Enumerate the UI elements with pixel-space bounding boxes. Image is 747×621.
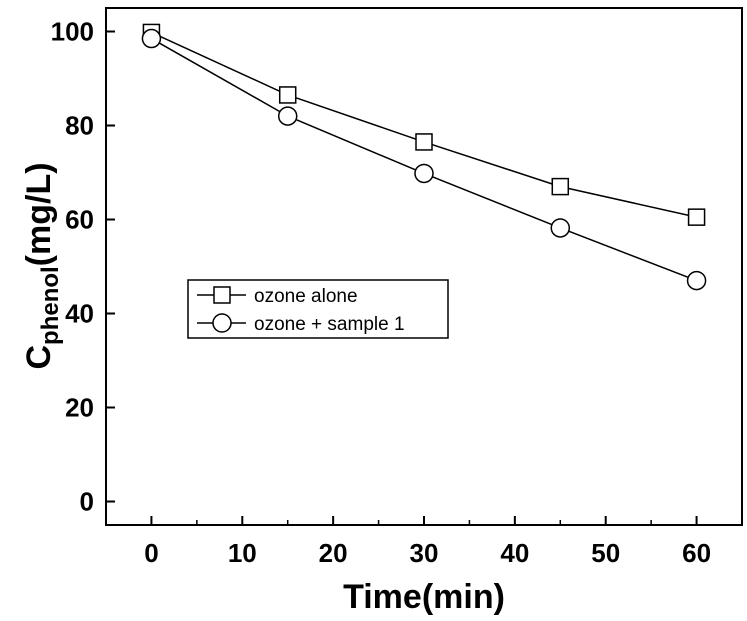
legend-item-ozone-sample-1: ozone + sample 1 xyxy=(197,313,405,335)
x-tick-label: 20 xyxy=(319,538,348,568)
legend-box xyxy=(187,279,449,339)
x-tick-label: 10 xyxy=(228,538,257,568)
series-1 xyxy=(141,28,707,291)
legend-item-ozone-alone: ozone alone xyxy=(197,286,358,307)
y-tick-label: 100 xyxy=(51,17,94,47)
y-axis-title-subscript: phenol xyxy=(37,266,64,345)
data-point-circle xyxy=(141,28,162,49)
series-0 xyxy=(142,23,706,226)
data-point-square xyxy=(551,177,570,196)
legend: ozone alone ozone + sample 1 xyxy=(187,279,449,339)
series-line xyxy=(151,37,697,282)
plot-frame xyxy=(105,7,743,526)
data-point-circle xyxy=(277,106,298,126)
x-axis-ticks: 0 10 20 30 40 50 60 xyxy=(144,516,711,568)
y-tick-label: 40 xyxy=(65,299,94,329)
y-tick-label: 20 xyxy=(65,393,94,423)
x-tick-label: 0 xyxy=(144,538,158,568)
svg-text:Cphenol(mg/L): Cphenol(mg/L) xyxy=(20,162,64,369)
y-tick-label: 0 xyxy=(80,487,94,517)
legend-square-marker-icon xyxy=(213,286,231,304)
data-point-square xyxy=(415,133,433,151)
y-axis-title-unit: (mg/L) xyxy=(20,162,58,266)
x-tick-label: 60 xyxy=(682,538,711,568)
data-point-circle xyxy=(686,270,707,291)
series-line xyxy=(151,31,697,218)
y-tick-label: 60 xyxy=(65,205,94,235)
legend-label: ozone alone xyxy=(254,286,358,307)
x-tick-label: 40 xyxy=(500,538,529,568)
data-point-square xyxy=(278,86,297,104)
y-axis-title-main: C xyxy=(20,345,58,370)
y-axis-title: Cphenol(mg/L) xyxy=(20,162,64,369)
x-axis-title: Time(min) xyxy=(343,578,505,616)
x-tick-label: 50 xyxy=(591,538,620,568)
data-point-circle xyxy=(414,163,434,184)
legend-label: ozone + sample 1 xyxy=(254,314,405,335)
y-axis-ticks: 0 20 40 60 80 100 xyxy=(51,17,115,517)
x-tick-label: 30 xyxy=(410,538,439,568)
legend-circle-marker-icon xyxy=(212,313,232,333)
data-point-circle xyxy=(550,218,571,238)
data-point-square xyxy=(687,208,706,226)
series-layer xyxy=(141,23,707,291)
y-tick-label: 80 xyxy=(65,111,94,141)
